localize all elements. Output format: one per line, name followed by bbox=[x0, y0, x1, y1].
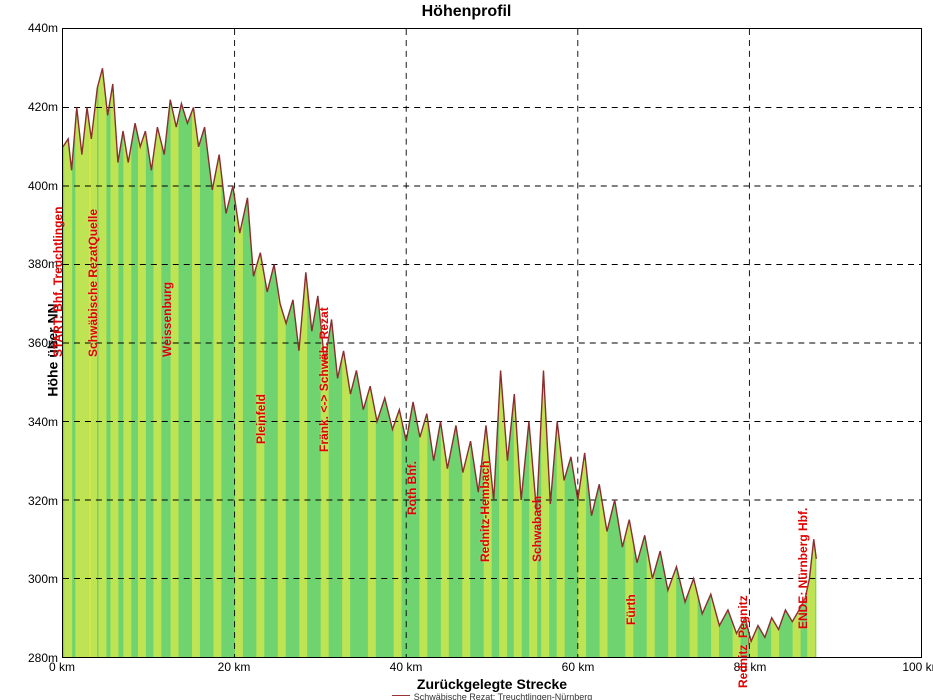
x-tick-label: 40 km bbox=[390, 660, 423, 674]
x-tick-label: 60 km bbox=[562, 660, 595, 674]
waypoint-label: START: Bhf. Treuchtlingen bbox=[51, 207, 65, 357]
plot-area bbox=[62, 28, 922, 658]
y-tick-label: 400m bbox=[28, 179, 58, 193]
legend-swatch bbox=[392, 695, 410, 696]
x-tick-label: 100 km bbox=[902, 660, 933, 674]
y-tick-label: 420m bbox=[28, 100, 58, 114]
y-tick-label: 440m bbox=[28, 21, 58, 35]
legend: Schwäbische Rezat: Treuchtlingen-Nürnber… bbox=[62, 692, 922, 700]
elevation-profile-svg bbox=[63, 29, 921, 657]
waypoint-label: Roth Bhf. bbox=[405, 461, 419, 515]
waypoint-label: ENDE: Nürnberg Hbf. bbox=[796, 507, 810, 628]
y-tick-label: 300m bbox=[28, 572, 58, 586]
x-axis-label: Zurückgelegte Strecke bbox=[62, 676, 922, 692]
y-tick-label: 320m bbox=[28, 494, 58, 508]
waypoint-label: Fränk. <-> Schwäb. Rezat bbox=[317, 307, 331, 452]
x-tick-label: 0 km bbox=[49, 660, 75, 674]
waypoint-label: Schwäbische RezatQuelle bbox=[86, 209, 100, 357]
chart-title: Höhenprofil bbox=[0, 3, 933, 21]
waypoint-label: Schwabach bbox=[530, 496, 544, 562]
legend-label: Schwäbische Rezat: Treuchtlingen-Nürnber… bbox=[414, 692, 593, 700]
waypoint-label: Rednitz_Pegnitz bbox=[736, 595, 750, 688]
waypoint-label: Pleinfeld bbox=[254, 394, 268, 444]
x-tick-label: 20 km bbox=[218, 660, 251, 674]
y-tick-label: 340m bbox=[28, 415, 58, 429]
waypoint-label: Rednitz-Hembach bbox=[478, 460, 492, 561]
waypoint-label: Weissenburg bbox=[160, 282, 174, 357]
waypoint-label: Fürth bbox=[624, 594, 638, 625]
